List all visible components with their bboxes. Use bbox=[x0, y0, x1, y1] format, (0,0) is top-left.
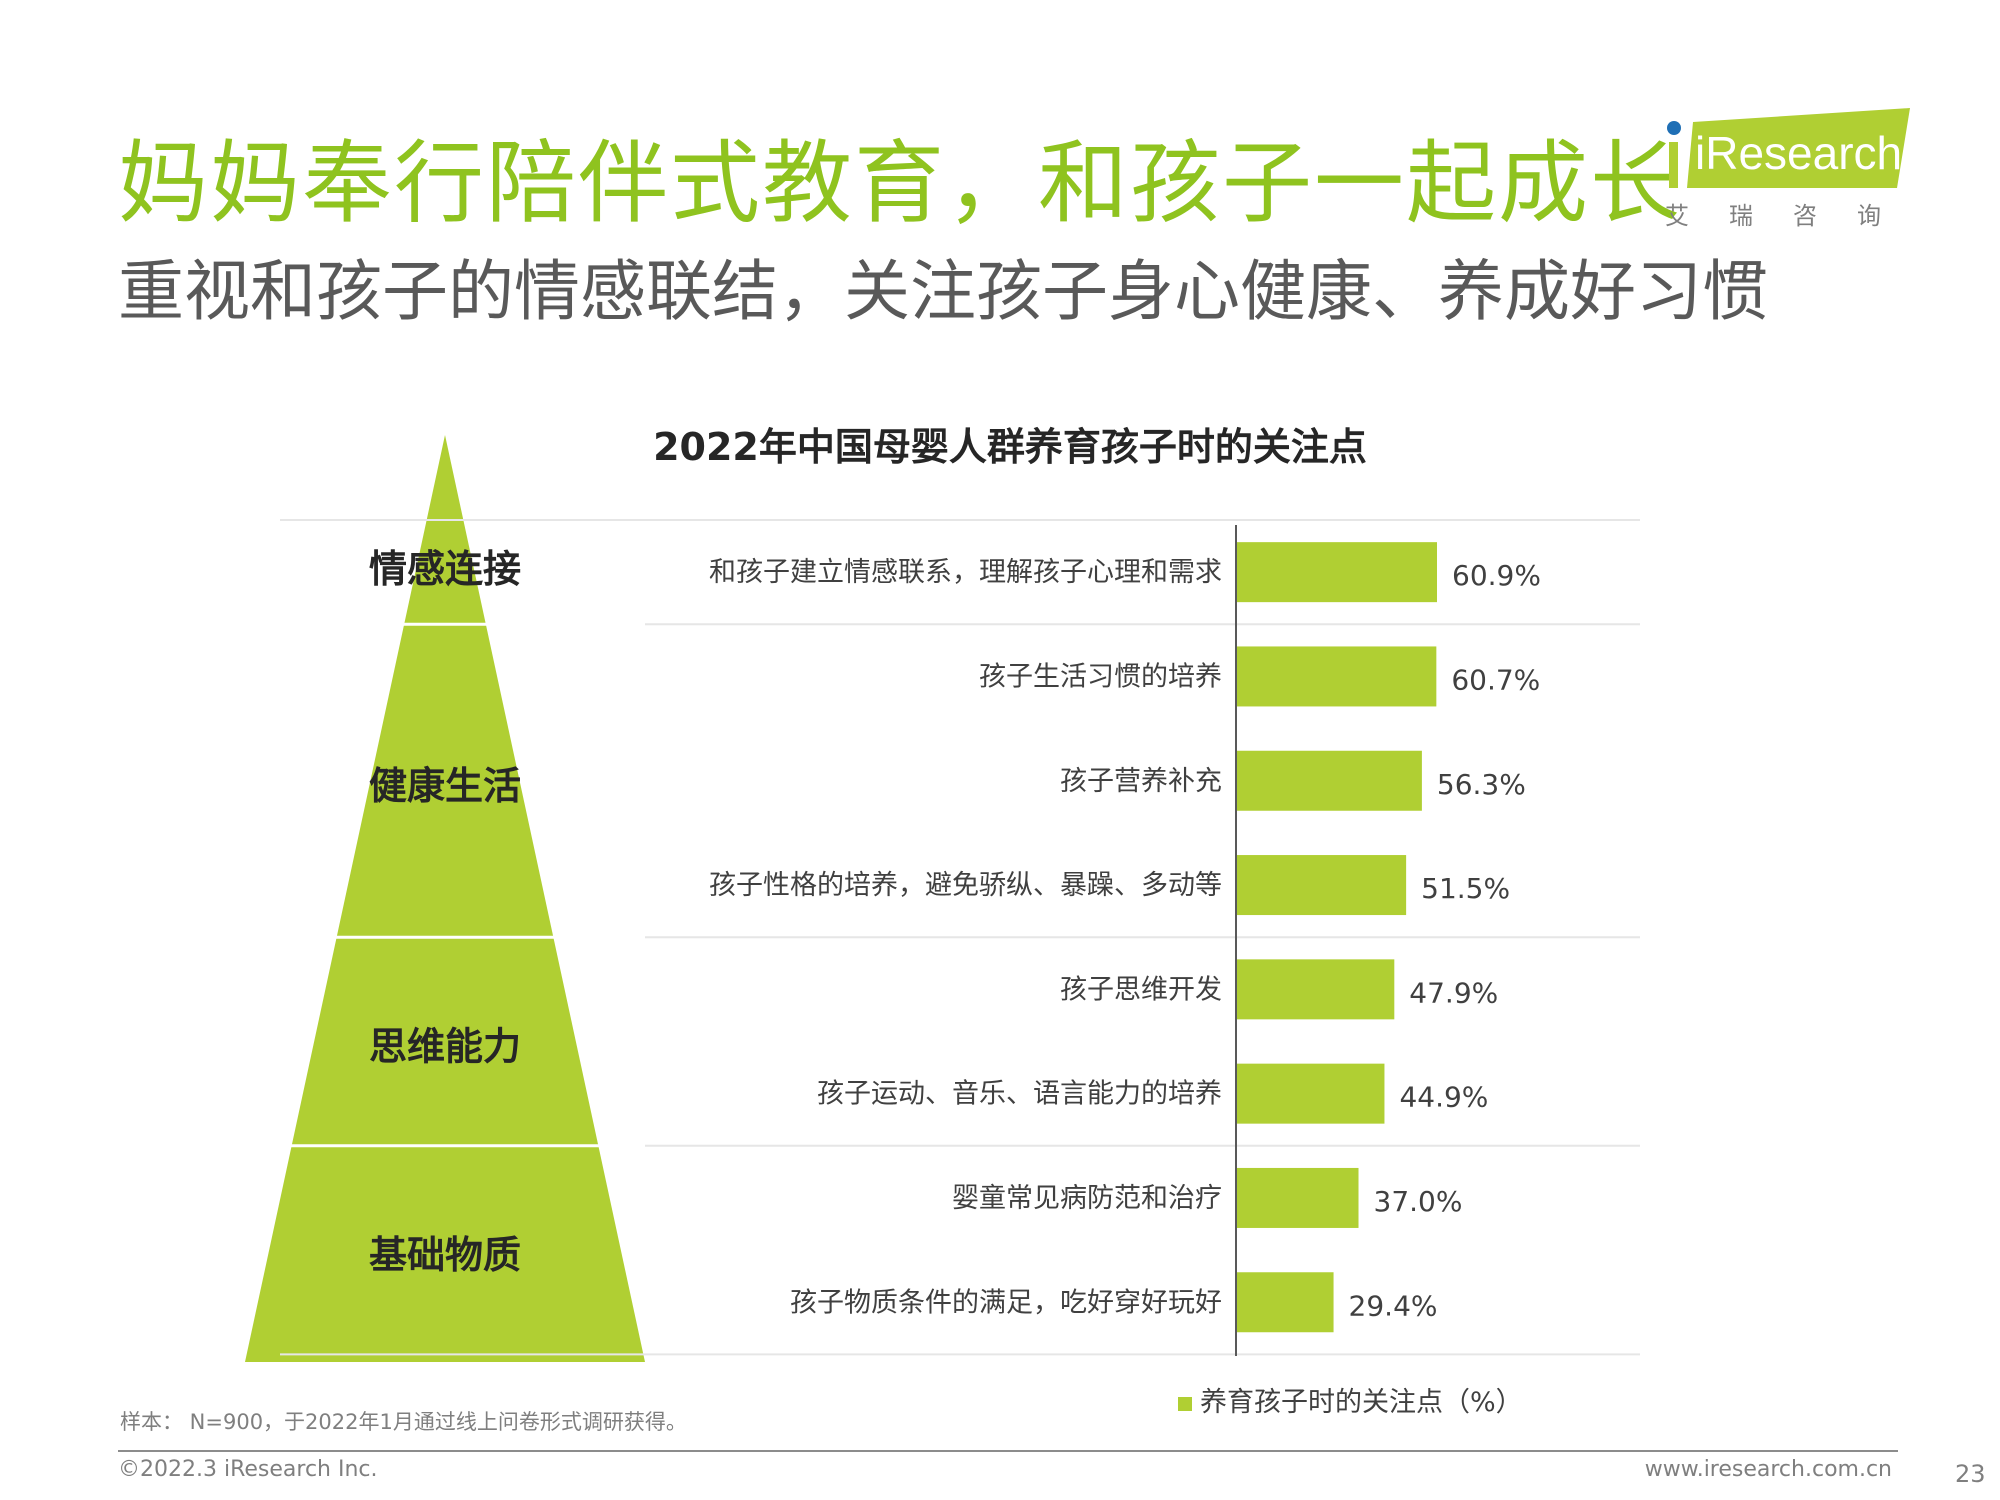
data-label: 60.9% bbox=[1452, 559, 1541, 592]
page-title: 妈妈奉行陪伴式教育，和孩子一起成长 bbox=[118, 131, 1682, 236]
iresearch-logo: iResearch 艾瑞咨询 bbox=[1665, 108, 1910, 230]
page-number: 23 bbox=[1955, 1460, 1986, 1488]
pyramid-group-label: 健康生活 bbox=[369, 764, 521, 808]
logo-chinese-name: 艾瑞咨询 bbox=[1665, 202, 1921, 230]
category-label: 孩子运动、音乐、语言能力的培养 bbox=[817, 1079, 1222, 1110]
pyramid-group-label: 情感连接 bbox=[369, 547, 521, 591]
bars: 和孩子建立情感联系，理解孩子心理和需求 60.9% 孩子生活习惯的培养 60.7% 孩子… bbox=[709, 542, 1541, 1333]
bar bbox=[1237, 1272, 1334, 1333]
legend-swatch-icon bbox=[1178, 1396, 1192, 1411]
copyright: ©2022.3 iResearch Inc. bbox=[118, 1457, 378, 1482]
bar bbox=[1237, 1063, 1385, 1124]
bar bbox=[1237, 646, 1437, 707]
row-separators bbox=[245, 519, 1640, 1356]
legend-label: 养育孩子时的关注点（%） bbox=[1200, 1387, 1523, 1418]
data-label: 44.9% bbox=[1399, 1081, 1488, 1114]
logo-name: iResearch bbox=[1695, 127, 1903, 179]
chart-title: 2022年中国母婴人群养育孩子时的关注点 bbox=[653, 425, 1367, 469]
website-link[interactable]: www.iresearch.com.cn bbox=[1644, 1457, 1892, 1482]
category-label: 孩子思维开发 bbox=[1060, 974, 1222, 1005]
category-label: 孩子营养补充 bbox=[1060, 766, 1222, 797]
footer-divider bbox=[118, 1450, 1898, 1452]
pyramid-group-label: 基础物质 bbox=[369, 1233, 521, 1277]
bar bbox=[1237, 959, 1395, 1020]
data-label: 60.7% bbox=[1451, 663, 1540, 696]
data-label: 37.0% bbox=[1374, 1185, 1463, 1218]
data-label: 47.9% bbox=[1409, 976, 1498, 1009]
data-label: 51.5% bbox=[1421, 872, 1510, 905]
pyramid-shape bbox=[245, 435, 645, 1362]
bar bbox=[1237, 750, 1422, 811]
legend: 养育孩子时的关注点（%） bbox=[1178, 1380, 1523, 1419]
sample-note: 样本： N=900，于2022年1月通过线上问卷形式调研获得。 bbox=[120, 1410, 687, 1434]
bar bbox=[1237, 855, 1407, 916]
logo-banner-icon bbox=[1667, 108, 1910, 188]
category-label: 婴童常见病防范和治疗 bbox=[952, 1183, 1222, 1214]
category-label: 孩子性格的培养，避免骄纵、暴躁、多动等 bbox=[709, 870, 1222, 901]
category-label: 孩子物质条件的满足，吃好穿好玩好 bbox=[790, 1287, 1222, 1318]
data-label: 29.4% bbox=[1349, 1289, 1438, 1322]
bar bbox=[1237, 1167, 1359, 1228]
category-label: 和孩子建立情感联系，理解孩子心理和需求 bbox=[709, 557, 1222, 588]
data-label: 56.3% bbox=[1437, 768, 1526, 801]
bar bbox=[1237, 542, 1437, 603]
pyramid-group-label: 思维能力 bbox=[369, 1025, 521, 1069]
page-subtitle: 重视和孩子的情感联结，关注孩子身心健康、养成好习惯 bbox=[118, 253, 1768, 330]
category-label: 孩子生活习惯的培养 bbox=[979, 661, 1222, 692]
